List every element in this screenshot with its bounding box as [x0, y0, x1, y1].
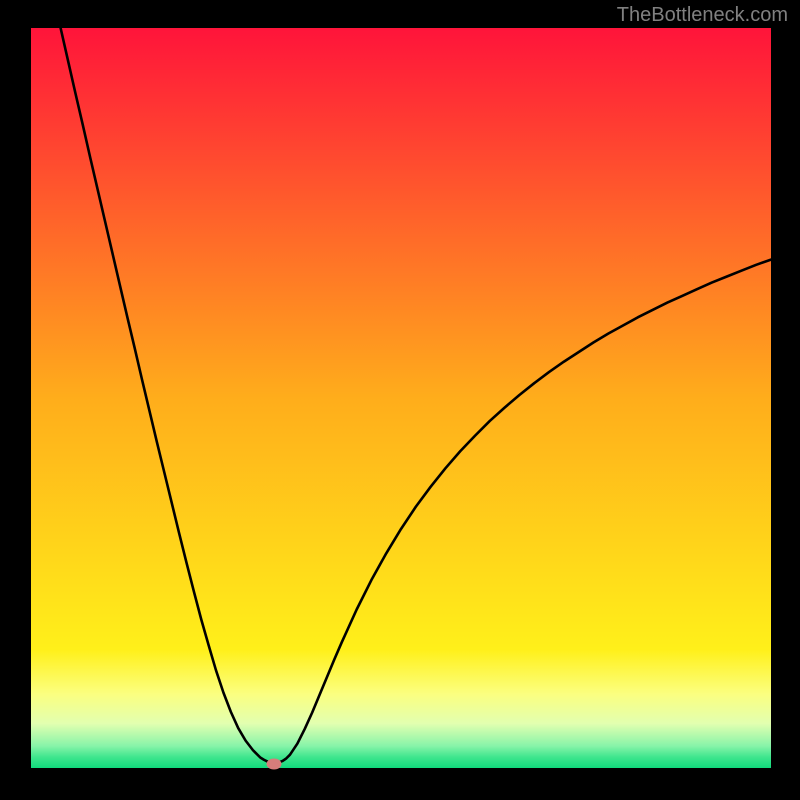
curve-path	[61, 28, 771, 763]
chart-container: TheBottleneck.com	[0, 0, 800, 800]
minimum-marker	[267, 758, 282, 769]
curve-line	[31, 28, 771, 768]
watermark-text: TheBottleneck.com	[617, 4, 788, 27]
plot-area	[31, 28, 771, 768]
